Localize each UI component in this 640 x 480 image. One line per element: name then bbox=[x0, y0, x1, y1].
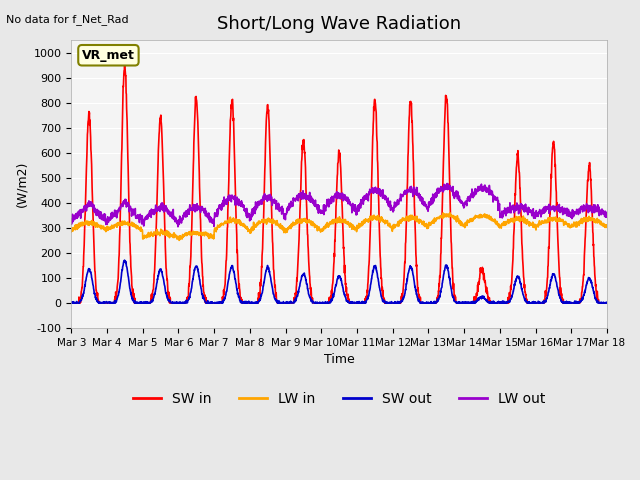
SW out bbox=[495, 300, 502, 306]
LW in bbox=[603, 224, 611, 230]
LW in bbox=[217, 223, 225, 228]
SW in bbox=[217, 300, 225, 306]
SW in bbox=[67, 300, 75, 306]
LW out bbox=[217, 205, 225, 211]
SW out bbox=[120, 257, 128, 263]
LW out bbox=[603, 214, 611, 219]
SW in bbox=[571, 300, 579, 306]
LW out bbox=[367, 187, 374, 193]
SW out bbox=[603, 300, 611, 306]
SW out bbox=[67, 300, 75, 306]
LW out bbox=[556, 210, 564, 216]
Title: Short/Long Wave Radiation: Short/Long Wave Radiation bbox=[217, 15, 461, 33]
SW in bbox=[603, 300, 611, 306]
SW out bbox=[556, 294, 564, 300]
SW out bbox=[355, 300, 362, 306]
Text: No data for f_Net_Rad: No data for f_Net_Rad bbox=[6, 14, 129, 25]
LW out bbox=[571, 210, 579, 216]
Line: LW out: LW out bbox=[71, 183, 607, 227]
X-axis label: Time: Time bbox=[324, 353, 355, 366]
SW in bbox=[556, 275, 564, 280]
LW out bbox=[495, 202, 503, 208]
Line: LW in: LW in bbox=[71, 213, 607, 240]
LW out bbox=[67, 216, 75, 222]
Legend: SW in, LW in, SW out, LW out: SW in, LW in, SW out, LW out bbox=[127, 387, 551, 412]
LW in bbox=[571, 221, 579, 227]
Y-axis label: (W/m2): (W/m2) bbox=[15, 161, 28, 207]
SW in bbox=[355, 300, 362, 306]
SW out bbox=[571, 300, 579, 306]
LW in bbox=[495, 222, 503, 228]
SW in bbox=[495, 300, 502, 306]
Line: SW in: SW in bbox=[71, 66, 607, 303]
LW in bbox=[556, 218, 564, 224]
LW out bbox=[355, 202, 362, 208]
LW in bbox=[355, 222, 362, 228]
LW in bbox=[67, 229, 75, 235]
LW in bbox=[367, 213, 374, 219]
Line: SW out: SW out bbox=[71, 260, 607, 303]
Text: VR_met: VR_met bbox=[82, 49, 135, 62]
LW out bbox=[444, 180, 451, 186]
SW in bbox=[121, 63, 129, 69]
LW in bbox=[446, 210, 454, 216]
SW out bbox=[217, 299, 225, 305]
SW in bbox=[367, 228, 374, 234]
LW in bbox=[175, 238, 183, 243]
LW out bbox=[174, 224, 182, 229]
SW out bbox=[367, 285, 374, 290]
